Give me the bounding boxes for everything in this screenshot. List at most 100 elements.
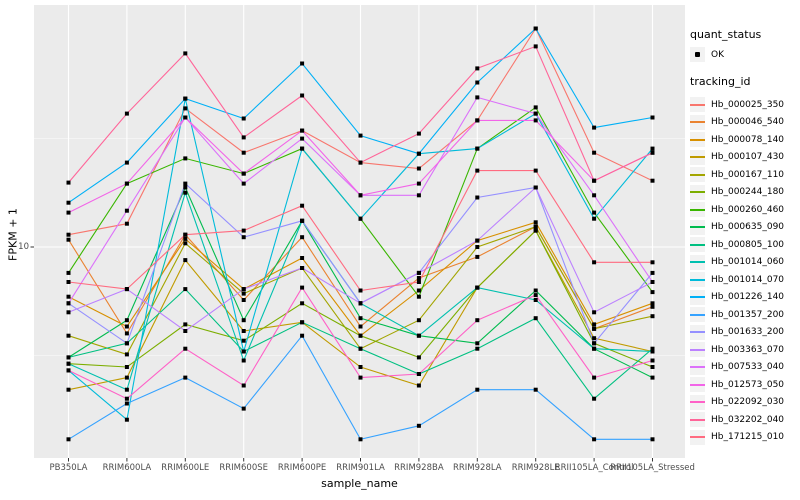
x-tick-label-RRIM600PE: RRIM600PE bbox=[277, 463, 327, 473]
series-color-line-icon bbox=[690, 103, 705, 106]
legend-entry-Hb_032202_040: Hb_032202_040 bbox=[690, 411, 800, 429]
x-tick-label-RRII105LA_Stressed: RRII105LA_Stressed bbox=[610, 463, 695, 473]
legend-key-swatch bbox=[690, 359, 705, 375]
legend-entry-label: Hb_001014_060 bbox=[711, 257, 785, 268]
series-color-line-icon bbox=[690, 261, 705, 264]
point-marker-icon bbox=[695, 52, 700, 57]
legend-entry-Hb_007533_040: Hb_007533_040 bbox=[690, 359, 800, 377]
legend-entry-label: Hb_000805_100 bbox=[711, 239, 785, 250]
legend-tracking-id-entries: Hb_000025_350 Hb_000046_540 Hb_000078_140 H… bbox=[690, 96, 800, 446]
x-tick-label-RRII105LA_Control: RRII105LA_Control bbox=[554, 463, 634, 473]
legend-entry-Hb_000260_460: Hb_000260_460 bbox=[690, 201, 800, 219]
legend-entry-Hb_000635_090: Hb_000635_090 bbox=[690, 219, 800, 237]
legend-entry-label: Hb_000260_460 bbox=[711, 204, 785, 215]
series-color-line-icon bbox=[690, 366, 705, 369]
series-color-line-icon bbox=[690, 226, 705, 229]
legend-key-swatch bbox=[690, 394, 705, 410]
legend-key-swatch bbox=[690, 237, 705, 253]
x-tick-label-RRIM928LE: RRIM928LE bbox=[511, 463, 560, 473]
legend-entry-label: Hb_001226_140 bbox=[711, 292, 785, 303]
legend: quant_status OK tracking_id Hb_000025_35… bbox=[690, 28, 800, 446]
series-color-line-icon bbox=[690, 191, 705, 194]
x-tick-label-RRIM600LE: RRIM600LE bbox=[161, 463, 210, 473]
legend-entry-Hb_000025_350: Hb_000025_350 bbox=[690, 96, 800, 114]
legend-entry-label: Hb_000107_430 bbox=[711, 152, 785, 163]
legend-entry-label: Hb_001633_200 bbox=[711, 327, 785, 338]
legend-key-swatch bbox=[690, 289, 705, 305]
legend-quant-status-title: quant_status bbox=[690, 28, 762, 41]
series-color-line-icon bbox=[690, 331, 705, 334]
series-color-line-icon bbox=[690, 121, 705, 124]
legend-entry-Hb_001226_140: Hb_001226_140 bbox=[690, 289, 800, 307]
series-color-line-icon bbox=[690, 208, 705, 211]
series-color-line-icon bbox=[690, 383, 705, 386]
legend-entry-Hb_000046_540: Hb_000046_540 bbox=[690, 114, 800, 132]
legend-entry-label: Hb_000244_180 bbox=[711, 187, 785, 198]
legend-entry-Hb_001014_060: Hb_001014_060 bbox=[690, 254, 800, 272]
legend-entry-Hb_000167_110: Hb_000167_110 bbox=[690, 166, 800, 184]
legend-entry-label: Hb_003363_070 bbox=[711, 344, 785, 355]
legend-key-swatch bbox=[690, 114, 705, 130]
legend-key-swatch bbox=[690, 324, 705, 340]
legend-entry-label: OK bbox=[711, 49, 724, 60]
panel-background bbox=[34, 5, 685, 458]
legend-key-swatch bbox=[690, 429, 705, 445]
legend-entry-label: Hb_001014_070 bbox=[711, 274, 785, 285]
legend-key-swatch bbox=[690, 342, 705, 358]
legend-entry-Hb_171215_010: Hb_171215_010 bbox=[690, 429, 800, 447]
legend-entry-Hb_000244_180: Hb_000244_180 bbox=[690, 184, 800, 202]
y-axis-title: FPKM + 1 bbox=[6, 208, 20, 261]
legend-entry-Hb_001633_200: Hb_001633_200 bbox=[690, 324, 800, 342]
legend-key-swatch bbox=[690, 412, 705, 428]
x-tick-label-RRIM600LA: RRIM600LA bbox=[102, 463, 152, 473]
legend-key-swatch bbox=[690, 272, 705, 288]
legend-entry-label: Hb_007533_040 bbox=[711, 362, 785, 373]
legend-entry-Hb_000805_100: Hb_000805_100 bbox=[690, 236, 800, 254]
legend-entry-Hb_003363_070: Hb_003363_070 bbox=[690, 341, 800, 359]
series-color-line-icon bbox=[690, 401, 705, 404]
legend-entry-label: Hb_012573_050 bbox=[711, 379, 785, 390]
legend-key-swatch bbox=[690, 97, 705, 113]
y-tick-label: 10 bbox=[18, 242, 29, 252]
series-color-line-icon bbox=[690, 296, 705, 299]
legend-entry-label: Hb_171215_010 bbox=[711, 432, 785, 443]
legend-entry-label: Hb_000078_140 bbox=[711, 134, 785, 145]
series-color-line-icon bbox=[690, 243, 705, 246]
x-tick-label-PB350LA: PB350LA bbox=[49, 463, 88, 473]
legend-entry-label: Hb_000167_110 bbox=[711, 169, 785, 180]
legend-key-swatch bbox=[690, 184, 705, 200]
legend-key-swatch bbox=[690, 202, 705, 218]
series-color-line-icon bbox=[690, 418, 705, 421]
legend-quant-status-items: OK bbox=[690, 46, 800, 63]
legend-key-swatch bbox=[690, 254, 705, 270]
legend-entry-label: Hb_000046_540 bbox=[711, 117, 785, 128]
axis-tick-marks bbox=[30, 246, 653, 462]
legend-entry-Hb_012573_050: Hb_012573_050 bbox=[690, 376, 800, 394]
legend-key-swatch bbox=[690, 219, 705, 235]
legend-entry-Hb_000078_140: Hb_000078_140 bbox=[690, 131, 800, 149]
legend-key-swatch bbox=[690, 307, 705, 323]
x-axis-title: sample_name bbox=[321, 477, 398, 490]
legend-key-swatch bbox=[690, 149, 705, 165]
series-color-line-icon bbox=[690, 348, 705, 351]
series-color-line-icon bbox=[690, 313, 705, 316]
legend-entry-label: Hb_000025_350 bbox=[711, 99, 785, 110]
series-color-line-icon bbox=[690, 156, 705, 159]
series-color-line-icon bbox=[690, 138, 705, 141]
legend-key-swatch bbox=[690, 167, 705, 183]
x-tick-labels: PB350LA RRIM600LA RRIM600LE RRIM600SE RRIM60… bbox=[0, 463, 700, 475]
legend-entry-Hb_001357_200: Hb_001357_200 bbox=[690, 306, 800, 324]
legend-key-swatch bbox=[690, 132, 705, 148]
x-tick-label-RRIM901LA: RRIM901LA bbox=[336, 463, 385, 473]
legend-entry-label: Hb_000635_090 bbox=[711, 222, 785, 233]
x-tick-label-RRIM928BA: RRIM928BA bbox=[394, 463, 444, 473]
legend-entry-Hb_022092_030: Hb_022092_030 bbox=[690, 394, 800, 412]
point-markers bbox=[66, 26, 655, 442]
legend-entry-ok: OK bbox=[690, 46, 800, 63]
legend-entry-label: Hb_022092_030 bbox=[711, 397, 785, 408]
legend-key-ok bbox=[690, 47, 705, 62]
series-color-line-icon bbox=[690, 278, 705, 281]
x-tick-label-RRIM928LA: RRIM928LA bbox=[452, 463, 502, 473]
